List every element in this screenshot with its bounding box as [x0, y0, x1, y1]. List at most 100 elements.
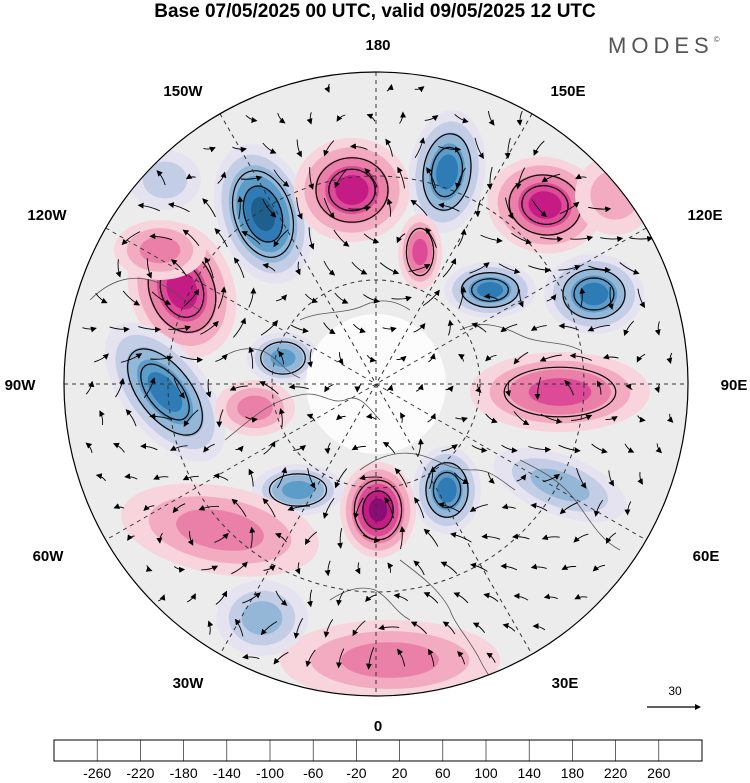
wind-vector — [362, 534, 381, 544]
wind-vector — [387, 562, 394, 573]
anomaly-contour-line — [503, 366, 617, 418]
wind-vector — [306, 112, 313, 125]
wind-vector — [158, 594, 166, 602]
wind-vector — [278, 350, 285, 365]
wind-vector — [512, 533, 530, 540]
lon-label-150e: 150E — [550, 83, 585, 100]
wind-vector — [231, 561, 248, 575]
wind-vector — [288, 383, 309, 390]
wind-vector — [453, 592, 469, 604]
wind-vector — [667, 413, 674, 423]
anomaly-contour-line — [471, 278, 510, 302]
wind-vector — [453, 472, 470, 484]
wind-vector — [306, 413, 316, 422]
wind-vector — [296, 197, 303, 220]
wind-vector — [630, 235, 654, 242]
wind-vector — [351, 444, 366, 451]
colorbar-tick-label: 60 — [435, 765, 451, 781]
wind-vector — [262, 142, 277, 154]
wind-vector — [625, 383, 633, 391]
wind-vector — [262, 199, 277, 218]
wind-vector — [273, 651, 289, 665]
wind-vector — [305, 649, 316, 668]
wind-vector — [237, 196, 244, 220]
wind-vector — [336, 527, 343, 549]
positive-anomaly — [487, 156, 603, 254]
wind-vector — [530, 563, 547, 570]
wind-vector — [516, 110, 523, 126]
wind-vector — [576, 467, 587, 489]
wind-vector — [455, 167, 466, 190]
wind-vector — [231, 498, 247, 517]
anomaly-contour-band — [530, 468, 590, 502]
wind-vector — [410, 621, 428, 635]
wind-vector — [323, 322, 336, 335]
anomaly-contour-band — [147, 372, 183, 412]
wind-vectors — [82, 83, 674, 670]
wind-vector — [530, 502, 548, 512]
wind-vector — [149, 413, 173, 421]
wind-vector — [413, 323, 426, 333]
anomaly-contour-band — [476, 282, 504, 298]
wind-vector — [112, 442, 125, 453]
wind-vector — [122, 290, 141, 306]
wind-vector — [275, 294, 288, 302]
wind-vector — [414, 497, 425, 519]
anomaly-contour-band — [166, 270, 198, 310]
wind-vector — [336, 590, 345, 606]
wind-vector — [140, 443, 158, 451]
wind-vector — [150, 355, 174, 362]
wind-vector — [530, 325, 547, 331]
wind-vector — [487, 110, 495, 126]
positive-anomaly — [215, 380, 295, 436]
wind-vector — [469, 262, 490, 274]
wind-vector — [391, 295, 412, 302]
wind-vector — [579, 287, 586, 308]
wind-vector — [324, 83, 330, 93]
wind-vector — [245, 416, 258, 423]
wind-vector — [263, 564, 276, 572]
wind-vector — [354, 384, 362, 393]
anomaly-contour-band — [528, 378, 592, 406]
coastline — [519, 459, 621, 551]
wind-vector — [324, 384, 334, 393]
wind-vector — [607, 286, 614, 310]
wind-vector — [483, 592, 499, 602]
wind-vector — [539, 354, 562, 362]
wind-vector — [115, 377, 125, 398]
wind-vector — [606, 532, 617, 544]
wind-vector — [425, 227, 437, 248]
wind-vector — [127, 534, 135, 541]
wind-vector — [262, 262, 276, 272]
wind-vector — [619, 262, 640, 275]
wind-vector — [511, 232, 532, 245]
positive-anomaly — [470, 352, 650, 432]
colorbar-tick-label: -20 — [346, 765, 366, 781]
wind-vector — [259, 381, 279, 395]
wind-vector — [324, 560, 331, 577]
wind-vector — [393, 592, 409, 602]
colorbar-tick-label: -60 — [303, 765, 323, 781]
colorbar-tick-label: 260 — [647, 765, 671, 781]
positive-anomaly — [280, 620, 500, 696]
wind-vector — [408, 264, 431, 272]
wind-vector — [323, 618, 334, 638]
wind-vector — [170, 445, 188, 451]
wind-vector — [394, 467, 408, 488]
wind-vector — [336, 413, 346, 421]
wind-vector — [518, 289, 524, 308]
anomaly-contour-band — [435, 154, 459, 190]
wind-vector — [174, 566, 186, 573]
lon-label-90e: 90E — [721, 377, 748, 394]
wind-vector — [450, 531, 472, 543]
wind-vector — [203, 443, 215, 453]
wind-vector — [85, 380, 95, 395]
wind-vector — [441, 444, 458, 452]
wind-vector — [513, 411, 530, 426]
anomaly-contour-line — [521, 185, 569, 225]
wind-vector — [608, 470, 615, 487]
wind-vector — [365, 413, 376, 420]
negative-anomaly — [247, 332, 319, 384]
wind-vector — [602, 353, 619, 360]
wind-vector — [455, 416, 468, 423]
